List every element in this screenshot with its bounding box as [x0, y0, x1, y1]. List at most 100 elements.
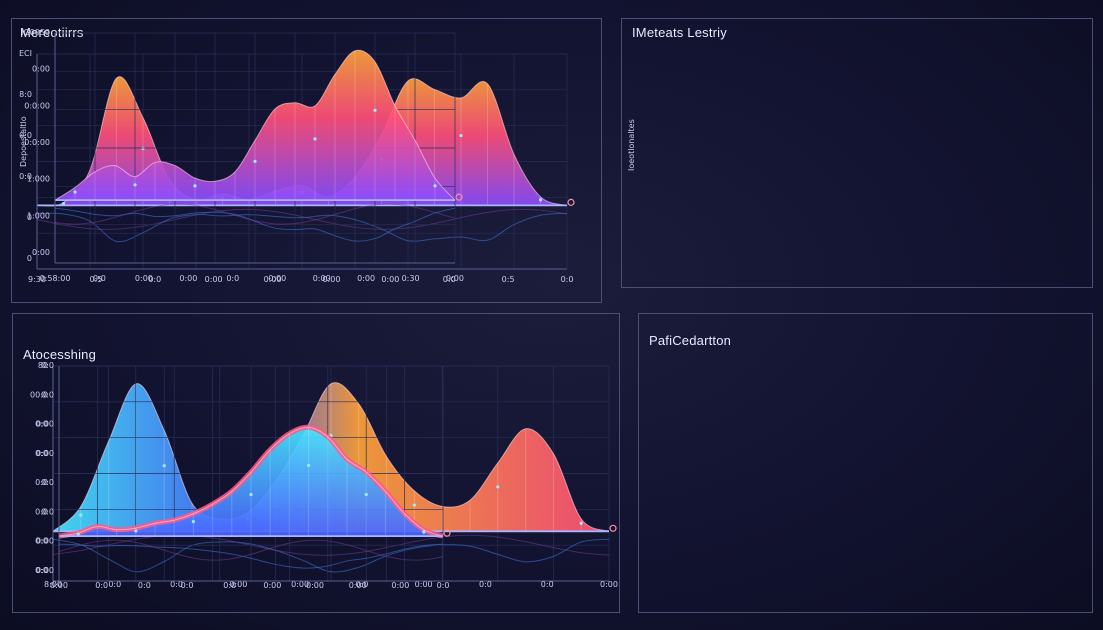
x-tick-label: 0:00	[322, 275, 340, 284]
series-line	[54, 49, 456, 201]
reflection-line	[58, 539, 444, 561]
data-point	[76, 532, 80, 536]
data-point	[162, 464, 166, 468]
x-tick-label: 0:00	[205, 275, 223, 284]
data-points	[73, 108, 437, 194]
x-tick-label: 0:0	[541, 580, 554, 589]
chart-1: 0:58:00 0:0 0:00 0:00 0:0 0:00 0:00 0:00 0:30 0:0…	[21, 28, 464, 283]
x-tick-label: 0:00	[600, 580, 618, 589]
data-point	[249, 492, 253, 497]
y-tick-label: 0	[27, 213, 32, 222]
data-point	[459, 133, 463, 138]
x-tick-label: 8:00	[44, 580, 62, 589]
x-tick-label: 0:0	[170, 580, 183, 589]
reflection-line	[58, 543, 444, 569]
reflection-curves	[36, 208, 568, 243]
reflection-line	[54, 203, 456, 225]
y-tick-label: 0:00	[36, 420, 54, 429]
x-tick-label: 0:00	[229, 580, 247, 589]
x-tick-label: 0:00	[263, 581, 281, 590]
data-point	[253, 159, 257, 163]
data-point	[579, 521, 583, 525]
y-tick-label: 0:0	[35, 449, 48, 458]
y-tick-label: 0:0	[41, 507, 54, 516]
y-tick-label: 8:0	[19, 90, 32, 99]
series-line	[58, 426, 444, 537]
y-tick-label: 1:000	[27, 175, 50, 184]
end-marker	[443, 529, 451, 537]
x-tick-label: 0:00	[306, 581, 324, 590]
y-tick-label: 0:0	[19, 172, 32, 181]
chart-panel-4: PafiCedartton 0:00 0:0 0:0 0:0 0:0 0:00 0:00 0:…	[36, 313, 1093, 613]
x-tick-label: 0:00	[313, 274, 331, 283]
panel-title: Mereotiirrs	[20, 25, 84, 40]
y-tick-label: 0:00	[36, 566, 54, 575]
reflection-line	[54, 207, 456, 242]
data-point	[307, 463, 311, 467]
y-tick-label: 0:00	[36, 537, 54, 546]
end-marker	[455, 193, 463, 201]
data-point	[141, 146, 145, 151]
reflection-line	[36, 212, 568, 243]
data-point	[364, 492, 368, 497]
x-tick-label: 0:0	[181, 581, 194, 590]
x-tick-label: 0:0	[226, 274, 239, 283]
x-tick-label: 0:00	[268, 274, 286, 283]
x-tick-label: 0:30	[402, 274, 420, 283]
chart-0: 9:30 0:5 0:0 0:00 0:00 0:00 0:00 0:0 0:5 0:0ECI8:…	[19, 49, 575, 284]
x-tick-label: 0:00	[357, 274, 375, 283]
y-tick-label: 0:0	[35, 566, 48, 575]
reflection-line	[52, 534, 610, 556]
x-tick-label: 0:00	[415, 580, 433, 589]
x-tick-label: 0:58:00	[40, 274, 71, 283]
data-point	[433, 184, 437, 188]
data-point	[191, 519, 195, 524]
reflection-curves	[52, 534, 610, 573]
data-point	[313, 137, 317, 141]
y-tick-label: IG00S0	[21, 28, 50, 37]
x-tick-label: 0:0	[561, 275, 574, 284]
reflection-curves	[54, 203, 456, 242]
end-marker	[567, 198, 575, 206]
y-tick-label: 0:0	[41, 361, 54, 370]
data-point	[61, 201, 66, 206]
y-tick-label: 0:0	[41, 390, 54, 399]
striations	[74, 50, 436, 201]
x-tick-label: 0:00	[264, 275, 282, 284]
y-tick-label: 00:0	[30, 390, 48, 399]
x-tick-label: 0:5	[502, 275, 515, 284]
x-tick-label: 0:00	[135, 274, 153, 283]
chart-panel-2: IMeteats Lestriy Ioeotlonaltes 0:58:00 0:…	[21, 18, 1093, 288]
data-point	[133, 183, 137, 187]
y-tick-label: 80	[38, 361, 48, 370]
x-tick-label: 0:0	[93, 274, 106, 283]
panel-title: Atocesshing	[23, 347, 97, 362]
y-tick-label: 0:0:00	[24, 101, 50, 110]
y-tick-label: 0:0	[35, 507, 48, 516]
data-point	[373, 108, 377, 112]
y-tick-label: 0:00	[36, 449, 54, 458]
data-point	[412, 503, 416, 507]
data-points	[76, 463, 426, 536]
data-point	[134, 529, 138, 533]
y-tick-label: 0:0	[41, 478, 54, 487]
reflection-line	[52, 538, 610, 573]
y-tick-label: 1:000	[27, 211, 50, 220]
y-tick-label: 0	[27, 254, 32, 263]
data-point	[496, 485, 500, 489]
y-tick-label: 0:0	[35, 478, 48, 487]
y-tick-label: 0:0	[19, 131, 32, 140]
chart-panel-1: Mereotiirrs Depoestaltlo 9:30 0:5 0:0 0:00 0…	[11, 18, 602, 303]
series-line	[52, 382, 610, 532]
reflection-curves	[58, 539, 444, 569]
x-tick-label: 0:0	[443, 275, 456, 284]
y-tick-label: 0:00	[32, 248, 50, 257]
x-tick-label: 0:0	[355, 580, 368, 589]
x-tick-label: 0:00	[50, 581, 68, 590]
x-tick-label: 0:0	[437, 581, 450, 590]
x-tick-label: 0:0	[148, 275, 161, 284]
panel-title: IMeteats Lestriy	[632, 25, 727, 40]
chart-3: 0:00 0:0 0:0 0:0 0:0 0:00 0:00 0:00 0:00 0:00:00:…	[36, 361, 451, 590]
y-tick-label: 0:00	[32, 65, 50, 74]
x-tick-label: 0:0	[138, 581, 151, 590]
